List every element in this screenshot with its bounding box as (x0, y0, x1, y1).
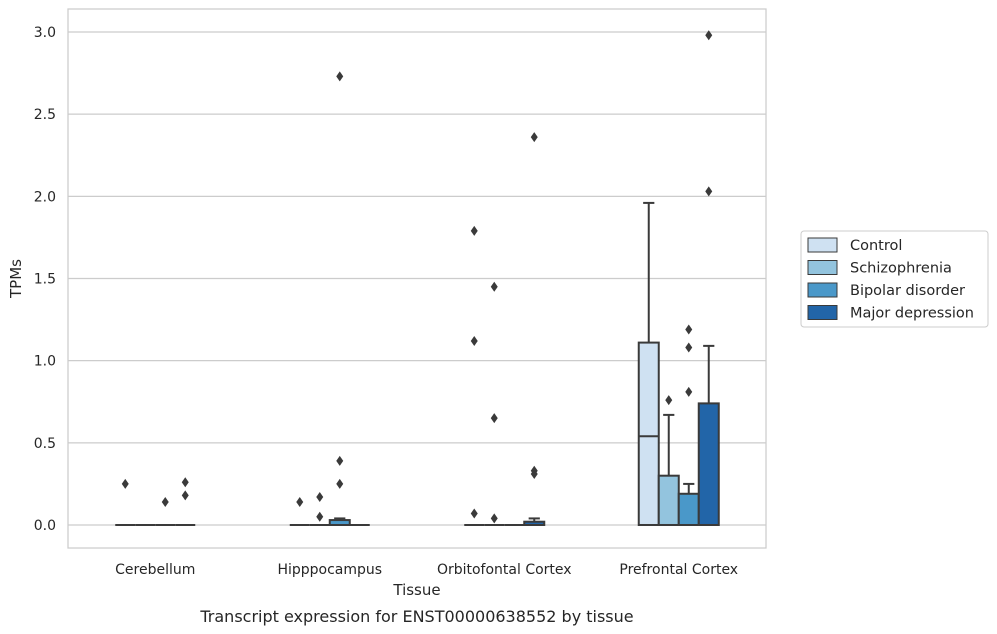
y-tick-label: 0.5 (34, 436, 56, 452)
legend-frame (800, 230, 989, 328)
outlier-point (705, 186, 713, 197)
outlier-point (490, 413, 498, 424)
chart-caption: Transcript expression for ENST0000063855… (199, 607, 633, 626)
y-tick-label: 2.0 (34, 189, 56, 205)
legend-label: Major depression (850, 306, 974, 322)
y-tick-label: 1.5 (34, 272, 56, 288)
outlier-point (705, 30, 713, 41)
y-axis-ticks: 0.0 0.5 1.0 1.5 2.0 2.5 3.0 (34, 25, 56, 534)
y-tick-label: 0.0 (34, 518, 56, 534)
outlier-point (470, 508, 478, 519)
legend-label: Bipolar disorder (850, 283, 965, 299)
outlier-point (161, 496, 169, 507)
x-tick-label: Orbitofontal Cortex (437, 562, 572, 578)
outlier-point (470, 335, 478, 346)
outlier-point (685, 324, 693, 335)
y-tick-label: 3.0 (34, 25, 56, 41)
outlier-point (336, 478, 344, 489)
box (657, 474, 680, 526)
x-axis-ticks: Cerebellum Hipppocampus Orbitofontal Corte… (115, 562, 738, 578)
outlier-point (336, 455, 344, 466)
x-axis-label: Tissue (392, 581, 440, 599)
y-tick-label: 2.5 (34, 107, 56, 123)
x-tick-label: Cerebellum (115, 562, 195, 578)
outlier-point (121, 478, 129, 489)
legend-swatch (807, 237, 838, 253)
box (637, 341, 660, 526)
x-tick-label: Prefrontal Cortex (619, 562, 738, 578)
x-tick-label: Hipppocampus (277, 562, 382, 578)
outlier-point (336, 71, 344, 82)
outlier-point (296, 496, 304, 507)
outlier-point (181, 490, 189, 501)
legend-label: Schizophrenia (850, 261, 952, 277)
y-tick-label: 1.0 (34, 354, 56, 370)
legend: Control Schizophrenia Bipolar disorder Majo… (800, 230, 989, 328)
outlier-point (316, 511, 324, 522)
outlier-point (685, 342, 693, 353)
outlier-point (530, 469, 538, 480)
legend-swatch (807, 282, 838, 298)
outlier-point (530, 132, 538, 143)
y-axis-label: TPMs (7, 259, 25, 299)
outlier-point (490, 281, 498, 292)
outlier-point (470, 225, 478, 236)
outlier-point (665, 395, 673, 406)
outlier-point (316, 492, 324, 503)
legend-swatch (807, 305, 838, 320)
legend-label: Control (850, 238, 902, 254)
box (697, 402, 720, 526)
boxes (115, 30, 720, 526)
plot-frame (67, 8, 767, 549)
outlier-point (490, 513, 498, 524)
legend-swatch (807, 260, 838, 275)
outlier-point (685, 386, 693, 397)
outlier-point (181, 477, 189, 488)
box (677, 492, 700, 526)
